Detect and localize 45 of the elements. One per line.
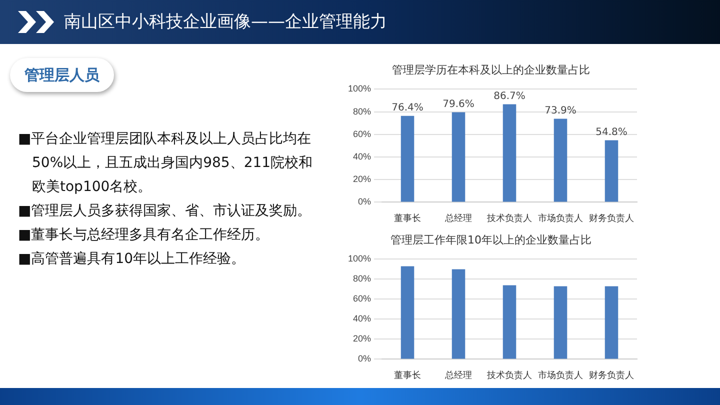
bar xyxy=(554,286,568,359)
text: 管理层人员 xyxy=(10,58,114,92)
chart-title: 管理层工作年限10年以上的企业数量占比 xyxy=(390,233,592,246)
bar xyxy=(452,112,466,202)
y-tick-label: 100% xyxy=(348,84,372,94)
y-tick-label: 60% xyxy=(353,294,372,304)
bar xyxy=(452,269,466,359)
y-tick-label: 40% xyxy=(353,151,372,162)
x-tick-label: 财务负责人 xyxy=(589,370,634,380)
y-tick-label: 0% xyxy=(358,354,372,364)
y-tick-label: 20% xyxy=(353,174,372,184)
bar xyxy=(554,118,568,202)
text: ■平台企业管理层团队本科及以上人员占比均在50%以上，且五成出身国内985、211院校和欧美top100名校。 xyxy=(18,130,314,197)
bar xyxy=(502,104,516,202)
text: ■高管普遍具有10年以上工作经验。 xyxy=(18,250,246,269)
x-tick-label: 总经理 xyxy=(444,213,472,224)
y-tick-label: 80% xyxy=(353,106,372,116)
y-tick-label: 20% xyxy=(353,334,372,344)
x-tick-label: 市场负责人 xyxy=(538,213,584,224)
x-tick-label: 总经理 xyxy=(444,370,472,380)
bar xyxy=(400,266,414,359)
chart-title: 管理层学历在本科及以上的企业数量占比 xyxy=(392,63,590,76)
data-label: 73.9% xyxy=(544,105,576,116)
y-tick-label: 100% xyxy=(348,254,372,264)
text: ■董事长与总经理多具有名企工作经历。 xyxy=(18,226,270,245)
y-tick-label: 80% xyxy=(353,274,372,284)
y-tick-label: 60% xyxy=(353,128,372,139)
x-tick-label: 董事长 xyxy=(394,213,422,224)
data-label: 79.6% xyxy=(442,98,474,110)
x-tick-label: 技术负责人 xyxy=(486,213,532,224)
y-tick-label: 0% xyxy=(358,196,372,207)
data-label: 54.8% xyxy=(596,126,628,138)
data-label: 76.4% xyxy=(392,102,424,114)
data-label: 86.7% xyxy=(494,90,526,102)
x-tick-label: 财务负责人 xyxy=(589,213,634,224)
bar xyxy=(604,286,618,359)
text: 南山区中小科技企业画像——企业管理能力 xyxy=(64,11,387,33)
bar xyxy=(604,140,618,202)
x-tick-label: 董事长 xyxy=(394,370,422,380)
bar xyxy=(400,116,414,202)
text: ■管理层人员多获得国家、省、市认证及奖励。 xyxy=(18,202,312,221)
y-tick-label: 40% xyxy=(353,314,372,324)
x-tick-label: 技术负责人 xyxy=(486,370,532,380)
x-tick-label: 市场负责人 xyxy=(538,370,584,380)
bar xyxy=(502,285,516,359)
